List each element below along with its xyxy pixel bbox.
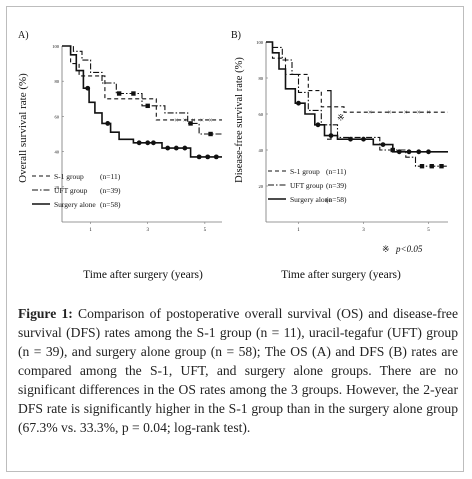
- y-tick-label: 20: [259, 184, 264, 189]
- footnote-symbol: ※: [382, 244, 390, 254]
- y-tick-label: 60: [259, 112, 264, 117]
- legend-n: (n=11): [100, 172, 121, 181]
- censor-marker: [208, 131, 213, 137]
- censor-marker: [205, 154, 211, 160]
- caption-label: Figure 1:: [18, 306, 73, 321]
- censor-marker: [419, 164, 425, 169]
- legend-n: (n=39): [326, 181, 347, 190]
- censor-marker: ×: [427, 109, 431, 117]
- panel-a-overall-survival: A) Overall survival rate (%) Time after …: [17, 30, 222, 281]
- legend-n: (n=58): [100, 200, 121, 209]
- censor-marker: [439, 164, 444, 169]
- censor-marker: [165, 145, 171, 151]
- panel-b-label: B): [231, 30, 241, 41]
- y-tick-label: 40: [55, 150, 60, 155]
- censor-marker: [196, 154, 202, 160]
- censor-marker: [145, 140, 151, 146]
- censor-marker: [151, 140, 156, 146]
- censor-marker: [361, 136, 366, 142]
- y-tick-label: 60: [55, 114, 60, 119]
- caption-text: Comparison of postoperative overall surv…: [18, 306, 458, 435]
- censor-marker: ×: [191, 116, 195, 124]
- censor-marker: [182, 145, 188, 151]
- panel-b-ylabel: Disease-free survival rate (%): [234, 57, 245, 183]
- censor-marker: [416, 149, 422, 155]
- legend-n: (n=58): [326, 195, 347, 204]
- figure-frame: [6, 6, 464, 472]
- series-line-s-1-group: [62, 45, 222, 121]
- censor-marker: ×: [417, 109, 421, 117]
- y-tick-label: 40: [259, 148, 264, 153]
- figure-charts: A) Overall survival rate (%) Time after …: [17, 30, 448, 281]
- censor-marker: [426, 149, 431, 155]
- significance-bracket: [327, 90, 332, 140]
- censor-marker: ×: [183, 116, 187, 124]
- censor-marker: [145, 103, 150, 109]
- censor-marker: [348, 136, 353, 142]
- legend-label: Surgery alone: [54, 200, 96, 209]
- y-tick-label: 100: [256, 40, 264, 45]
- x-tick-label: 3: [146, 228, 149, 233]
- censor-marker: [173, 145, 179, 151]
- x-tick-label: 5: [204, 228, 207, 233]
- legend-n: (n=39): [100, 186, 121, 195]
- legend-label: S-1 group: [54, 172, 84, 181]
- censor-marker: [85, 85, 91, 91]
- x-tick-label: 1: [297, 228, 300, 233]
- censor-marker: [429, 164, 434, 169]
- censor-marker: [315, 122, 321, 128]
- censor-marker: [136, 140, 142, 146]
- footnote-text: p<0.05: [395, 244, 423, 254]
- legend-label: S-1 group: [290, 167, 320, 176]
- series-line-uft-group: [266, 41, 448, 167]
- x-tick-label: 1: [89, 228, 92, 233]
- censor-marker: ×: [388, 109, 392, 117]
- censor-marker: [380, 142, 386, 148]
- y-tick-label: 80: [259, 76, 264, 81]
- series-line-uft-group: [62, 45, 222, 135]
- panel-b-disease-free-survival: B) Disease-free survival rate (%) Time a…: [231, 30, 448, 281]
- censor-marker: [406, 149, 412, 155]
- x-tick-label: 5: [427, 228, 430, 233]
- y-tick-label: 80: [55, 79, 60, 84]
- censor-marker: [116, 91, 122, 96]
- censor-marker: [396, 149, 402, 155]
- series-line-surgery-alone: [62, 45, 222, 158]
- panel-a-xlabel: Time after surgery (years): [83, 269, 203, 281]
- censor-marker: ×: [368, 109, 372, 117]
- censor-marker: ×: [174, 116, 178, 124]
- legend-label: UFT group: [54, 186, 88, 195]
- censor-marker: ×: [404, 109, 408, 117]
- censor-marker: [296, 100, 301, 106]
- panel-a-label: A): [18, 30, 29, 41]
- series-line-s-1-group: [266, 41, 448, 113]
- series-line-surgery-alone: [266, 41, 448, 153]
- panel-a-ylabel: Overall survival rate (%): [17, 73, 29, 183]
- legend-label: Surgery alone: [290, 195, 332, 204]
- censor-marker: [131, 91, 136, 96]
- y-tick-label: 20: [55, 185, 60, 190]
- censor-marker: [105, 121, 111, 126]
- censor-marker: ×: [200, 116, 204, 124]
- censor-marker: [213, 154, 219, 160]
- y-tick-label: 100: [52, 44, 60, 49]
- censor-marker: [188, 121, 193, 126]
- legend-n: (n=11): [326, 167, 347, 176]
- x-tick-label: 3: [362, 228, 365, 233]
- significance-mark: ※: [337, 113, 345, 123]
- censor-marker: ×: [209, 116, 213, 124]
- legend-label: UFT group: [290, 181, 324, 190]
- panel-b-xlabel: Time after surgery (years): [281, 269, 401, 281]
- figure-caption: Figure 1: Comparison of postoperative ov…: [18, 304, 458, 437]
